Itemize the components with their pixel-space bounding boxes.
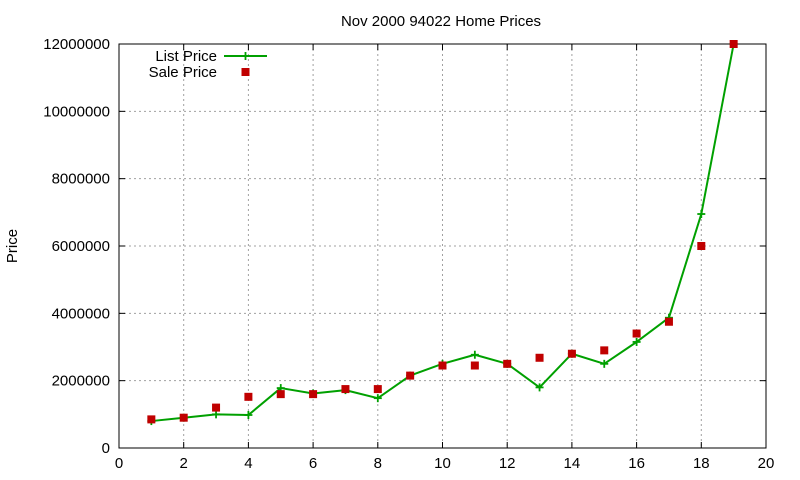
x-tick-label: 14 (564, 455, 581, 472)
list-price-point (212, 410, 221, 419)
sale-price-point (470, 361, 479, 370)
sale-price-point (438, 361, 447, 370)
sale-price-point (600, 346, 609, 355)
sale-price-point (309, 390, 318, 399)
sale-price-point (373, 385, 382, 394)
y-tick-label: 10000000 (43, 103, 110, 120)
list-price-point (600, 359, 609, 368)
y-axis-label: Price (4, 229, 21, 263)
y-tick-label: 0 (102, 440, 110, 457)
x-tick-label: 20 (758, 455, 775, 472)
sale-price-point (244, 392, 253, 401)
sale-price-legend-swatch (241, 68, 250, 76)
list-price-point (697, 210, 706, 219)
sale-price-point (567, 349, 576, 358)
sale-price-legend-label: Sale Price (149, 64, 217, 81)
x-tick-label: 6 (309, 455, 317, 472)
x-tick-label: 8 (374, 455, 382, 472)
axis-ticks: 0 2 4 6 8 10 12 14 16 18 20 0 2000000 4000000 6000000 8… (43, 36, 774, 472)
series-layer (147, 40, 738, 426)
x-tick-label: 2 (180, 455, 188, 472)
y-tick-label: 4000000 (52, 305, 110, 322)
list-price-legend-marker (241, 52, 250, 60)
sale-price-point (664, 317, 673, 326)
sale-price-point (147, 415, 156, 424)
list-price-point (470, 350, 479, 359)
sale-price-point (503, 359, 512, 368)
list-price-point (632, 337, 641, 346)
y-tick-label: 2000000 (52, 373, 110, 390)
x-tick-label: 12 (499, 455, 516, 472)
y-tick-label: 12000000 (43, 36, 110, 53)
sale-price-point (179, 413, 188, 422)
sale-price-point (697, 242, 706, 250)
x-tick-label: 18 (693, 455, 710, 472)
sale-price-point (406, 371, 415, 380)
y-tick-label: 8000000 (52, 171, 110, 188)
x-tick-label: 4 (244, 455, 252, 472)
sale-price-point (632, 329, 641, 338)
chart-title: Nov 2000 94022 Home Prices (341, 13, 541, 30)
x-tick-label: 10 (434, 455, 451, 472)
sale-price-point (729, 40, 738, 48)
sale-price-point (341, 385, 350, 394)
x-tick-label: 0 (115, 455, 123, 472)
y-tick-label: 6000000 (52, 238, 110, 255)
sale-price-point (276, 390, 285, 399)
list-price-point (244, 411, 253, 420)
list-price-legend-label: List Price (155, 48, 217, 65)
sale-price-point (535, 353, 544, 362)
x-tick-label: 16 (628, 455, 645, 472)
sale-price-point (212, 403, 221, 412)
list-price-point (535, 383, 544, 392)
list-price-point (373, 394, 382, 403)
